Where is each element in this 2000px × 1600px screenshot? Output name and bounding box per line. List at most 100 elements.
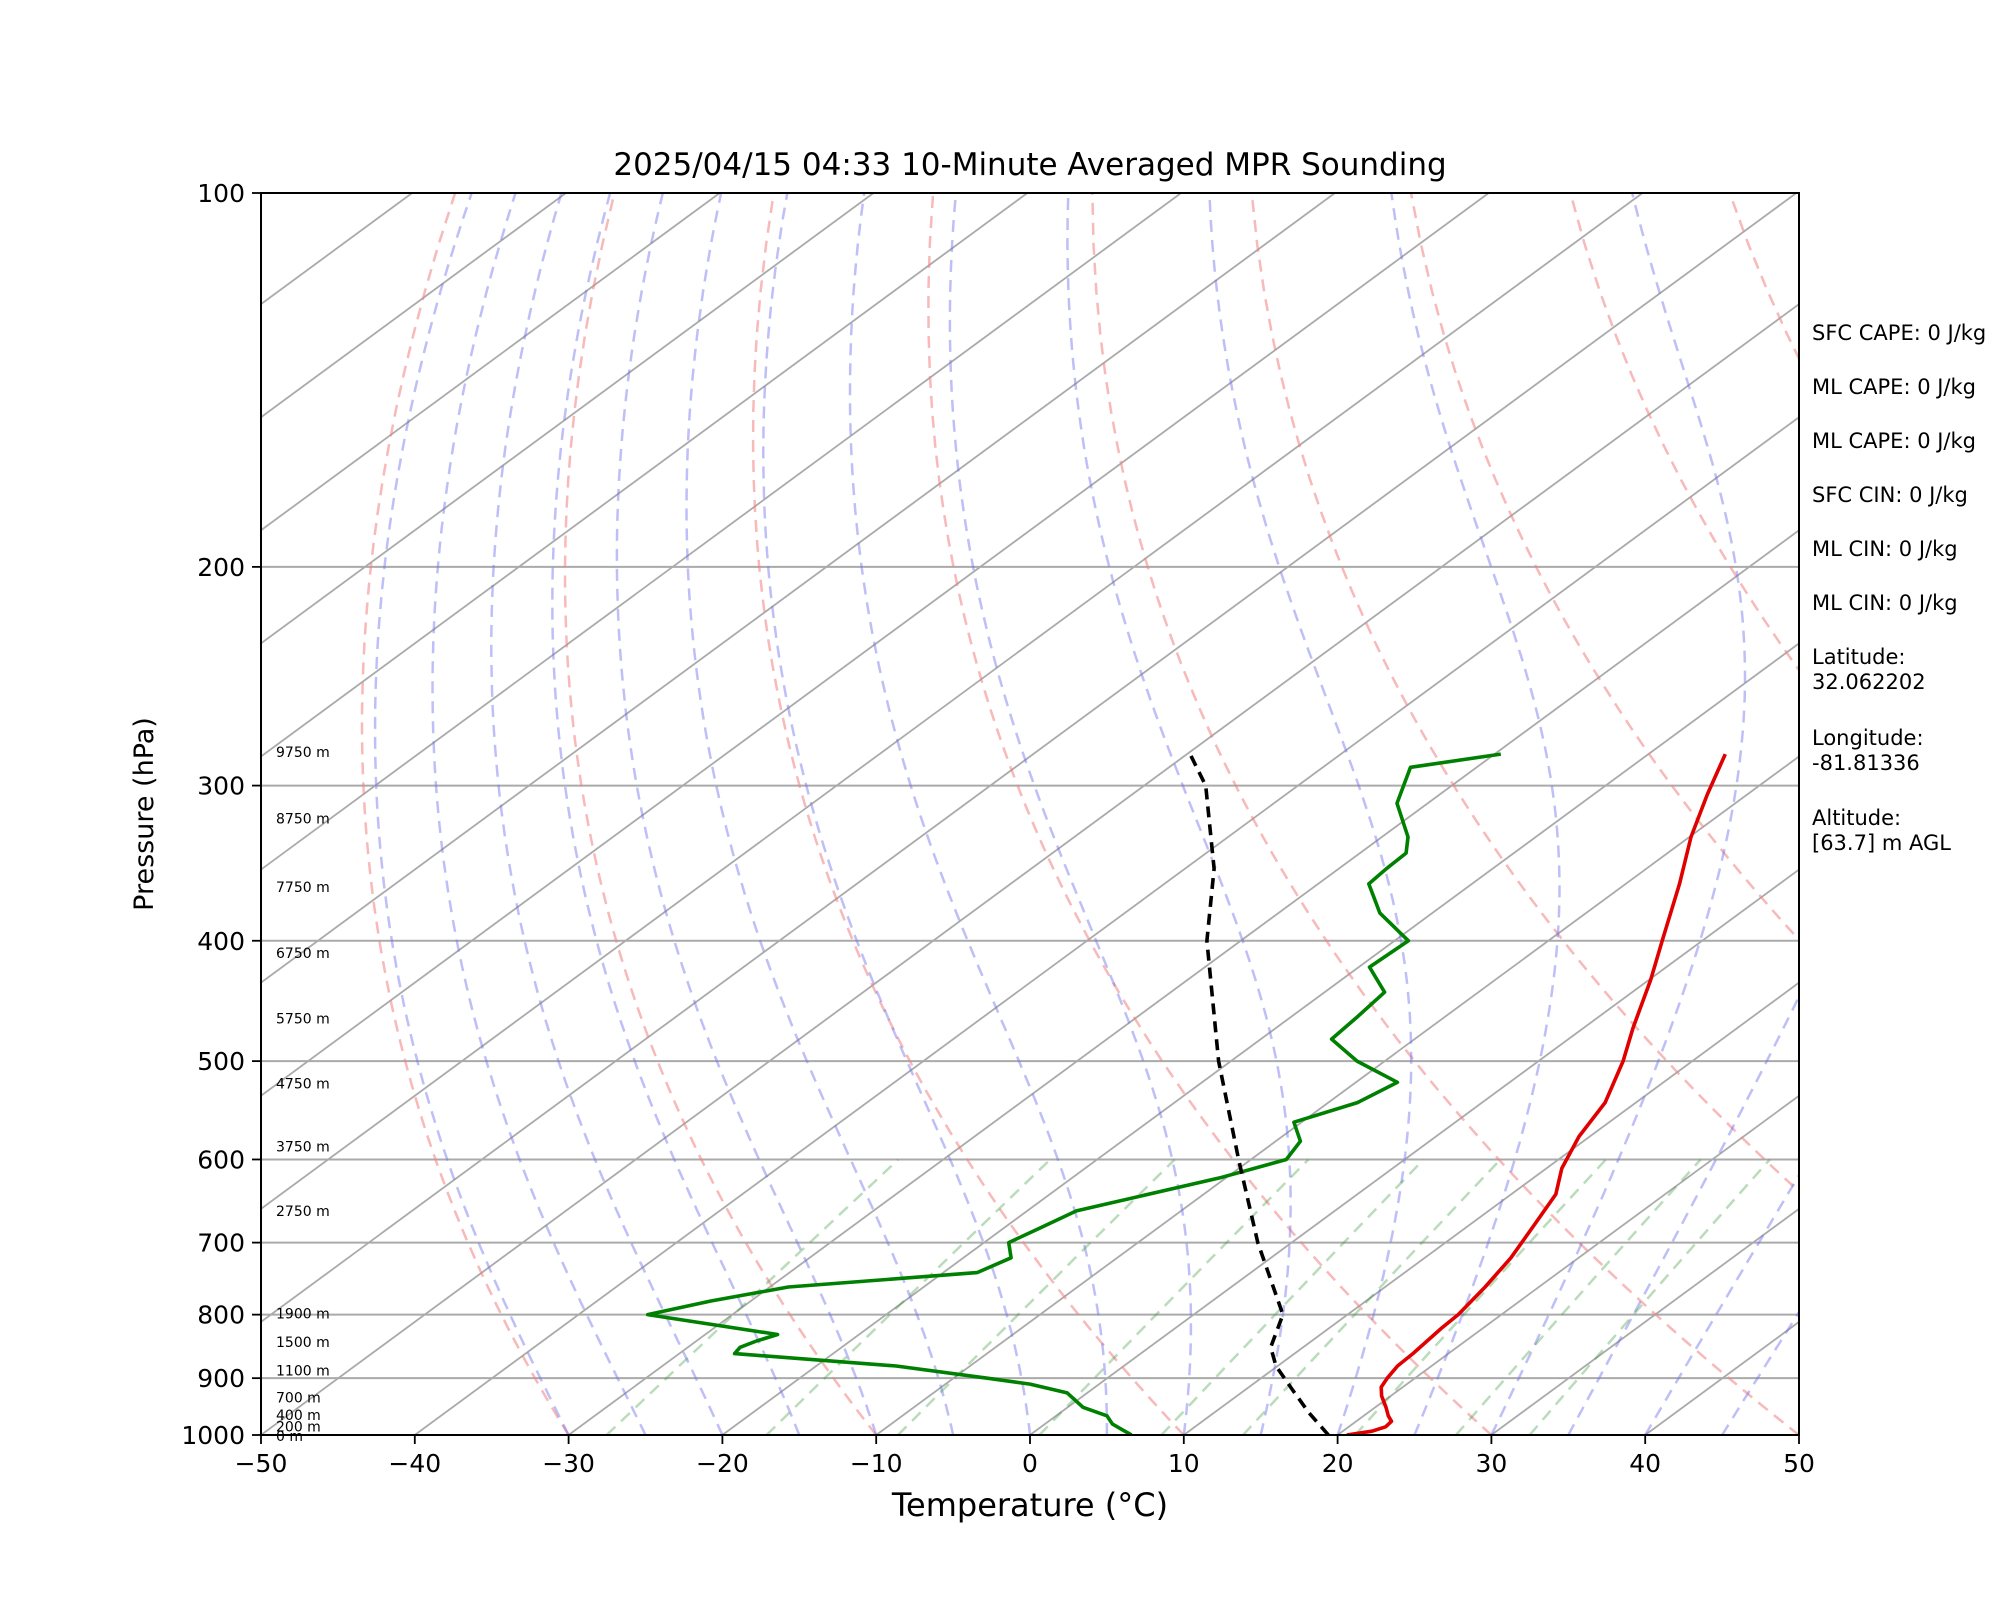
isotherm-line <box>261 193 1644 1210</box>
longitude-label: Longitude: <box>1812 726 1924 750</box>
x-tick-label: −30 <box>542 1449 595 1478</box>
x-axis-label: Temperature (°C) <box>891 1486 1168 1524</box>
dry-adiabat-line <box>563 193 878 1435</box>
isotherm-line <box>261 193 721 532</box>
index-ml-cape-2: ML CAPE: 0 J/kg <box>1812 429 1976 453</box>
height-label: 0 m <box>276 1429 303 1445</box>
mixing-ratio-line <box>1038 1158 1310 1435</box>
isotherm-line <box>261 193 567 419</box>
latitude-label: Latitude: <box>1812 645 1906 669</box>
y-tick-label: 400 <box>197 927 245 956</box>
mixing-ratio-line <box>1242 1158 1502 1435</box>
isotherm-line <box>1490 1207 1799 1435</box>
isotherm-line <box>1337 1094 1799 1435</box>
moist-adiabat-line <box>1644 1172 1799 1435</box>
height-label: 200 m <box>276 1419 321 1435</box>
isotherm-line <box>261 193 875 645</box>
isotherm-line <box>261 193 1490 1097</box>
moist-adiabat-line <box>948 193 1193 1435</box>
x-tick-label: 10 <box>1168 1449 1200 1478</box>
height-label: 1100 m <box>276 1363 330 1379</box>
height-label: 3750 m <box>276 1140 330 1156</box>
moist-adiabat-line <box>1390 193 1561 1435</box>
dry-adiabat-line <box>927 193 1493 1435</box>
longitude-value: -81.81336 <box>1812 751 1920 775</box>
moist-adiabat-line <box>1490 193 1747 1435</box>
x-tick-label: −40 <box>388 1449 441 1478</box>
height-label: 7750 m <box>276 880 330 896</box>
index-sfc-cin: SFC CIN: 0 J/kg <box>1812 483 1968 507</box>
y-tick-label: 600 <box>197 1145 245 1174</box>
y-tick-label: 300 <box>197 772 245 801</box>
isotherm-line <box>721 642 1799 1435</box>
x-tick-label: 50 <box>1783 1449 1815 1478</box>
moist-adiabat-line <box>551 193 801 1435</box>
sounding-profiles <box>645 752 1727 1435</box>
height-label: 400 m <box>276 1408 321 1424</box>
moist-adiabat-line <box>762 193 1032 1435</box>
height-label: 1900 m <box>276 1306 330 1322</box>
dry-adiabat-line <box>751 193 1185 1435</box>
index-ml-cape-1: ML CAPE: 0 J/kg <box>1812 375 1976 399</box>
mixing-ratio-line <box>605 1158 900 1435</box>
x-tick-label: −20 <box>696 1449 749 1478</box>
isotherm-line <box>1029 868 1799 1435</box>
height-labels: 9750 m 8750 m 7750 m 6750 m 5750 m 4750 m 3750… <box>276 745 330 1445</box>
height-label: 4750 m <box>276 1076 330 1092</box>
sounding-series-2 <box>1188 753 1330 1435</box>
x-axis-ticks: −50 −40 −30 −20 −10 0 10 20 30 40 50 <box>235 1435 1815 1478</box>
x-tick-label: 20 <box>1322 1449 1354 1478</box>
height-label: 8750 m <box>276 812 330 828</box>
isotherm-line <box>261 193 1797 1324</box>
mixing-ratio-line <box>1455 1158 1702 1435</box>
sounding-series-0 <box>1346 753 1727 1435</box>
height-label: 5750 m <box>276 1011 330 1027</box>
y-tick-label: 100 <box>197 179 245 208</box>
isotherm-line <box>261 193 1182 871</box>
isotherm-line <box>875 755 1799 1435</box>
moist-adiabat-line <box>1567 993 1799 1435</box>
moist-adiabat-line <box>685 193 955 1435</box>
mixing-ratio-line <box>1528 1158 1771 1435</box>
y-tick-label: 900 <box>197 1364 245 1393</box>
index-sfc-cape: SFC CAPE: 0 J/kg <box>1812 321 1986 345</box>
x-tick-label: 0 <box>1022 1449 1038 1478</box>
x-tick-label: −50 <box>235 1449 288 1478</box>
altitude-value: [63.7] m AGL <box>1812 831 1951 855</box>
y-axis-ticks: 100 200 300 400 500 600 700 800 900 1000 <box>181 179 261 1450</box>
moist-adiabat-line <box>373 193 570 1435</box>
isotherm-line <box>568 529 1799 1435</box>
dry-adiabat-line <box>1250 193 1799 1194</box>
mixing-ratio-line <box>897 1158 1176 1435</box>
indices-panel: SFC CAPE: 0 J/kg ML CAPE: 0 J/kg ML CAPE… <box>1812 321 1986 855</box>
height-label: 2750 m <box>276 1204 330 1220</box>
moist-adiabat-line <box>1721 1309 1799 1435</box>
height-label: 6750 m <box>276 946 330 962</box>
moist-adiabat-line <box>1066 193 1292 1435</box>
y-axis-label: Pressure (hPa) <box>129 717 160 911</box>
isotherm-line <box>414 416 1799 1435</box>
y-tick-label: 200 <box>197 553 245 582</box>
x-tick-label: 40 <box>1629 1449 1661 1478</box>
moist-adiabat-line <box>431 193 647 1435</box>
y-tick-label: 500 <box>197 1047 245 1076</box>
dry-adiabat-line <box>1409 193 1799 942</box>
dry-adiabat-line <box>1091 193 1799 1435</box>
mixing-ratio-line <box>1160 1158 1425 1435</box>
index-ml-cin-1: ML CIN: 0 J/kg <box>1812 537 1958 561</box>
mixing-ratio-line <box>1354 1158 1607 1435</box>
moist-adiabat-line <box>1208 193 1413 1435</box>
height-label: 9750 m <box>276 745 330 761</box>
altitude-label: Altitude: <box>1812 806 1901 830</box>
isotherm-line <box>261 303 1799 1435</box>
isotherm-line <box>1183 981 1799 1435</box>
x-tick-label: 30 <box>1475 1449 1507 1478</box>
x-tick-label: −10 <box>850 1449 903 1478</box>
height-label: 1500 m <box>276 1335 330 1351</box>
background-lines <box>261 193 1799 1435</box>
isotherm-line <box>261 193 1028 758</box>
moist-adiabat-line <box>615 193 878 1435</box>
y-tick-label: 700 <box>197 1229 245 1258</box>
isotherm-line <box>261 193 1336 984</box>
y-tick-label: 800 <box>197 1301 245 1330</box>
